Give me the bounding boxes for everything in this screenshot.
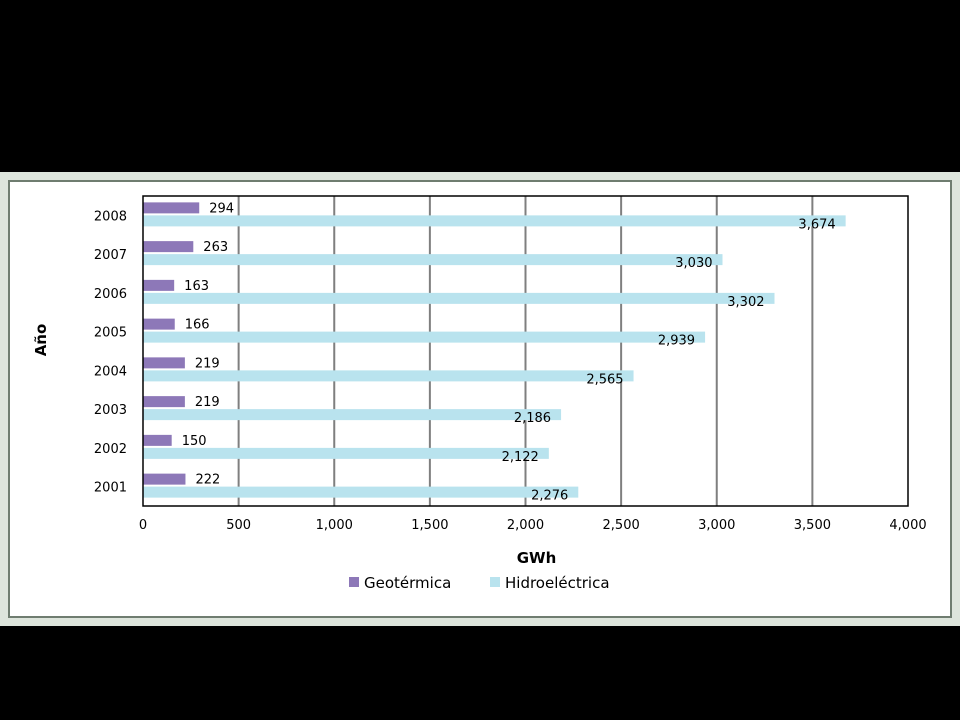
y-tick-label: 2008 [94,209,127,224]
data-labels: 222 2,276 150 2,122 219 2,186 219 2,565 166 2,939… [182,201,836,503]
bars [143,202,846,498]
legend-swatch [490,577,500,587]
bar-geotermica [143,202,200,214]
y-tick-label: 2006 [94,287,127,302]
bar-hidroelectrica [143,486,579,498]
data-label-hidroelectrica: 2,565 [586,372,623,387]
bar-geotermica [143,434,172,446]
bar-hidroelectrica [143,370,634,382]
data-label-hidroelectrica: 2,122 [502,450,539,465]
data-label-hidroelectrica: 2,276 [531,489,568,504]
data-label-geotermica: 219 [195,356,220,371]
bar-geotermica [143,396,185,408]
bar-hidroelectrica [143,331,706,343]
bar-geotermica [143,279,175,291]
bar-geotermica [143,241,194,253]
x-tick-label: 4,000 [889,518,926,533]
data-label-geotermica: 163 [184,279,209,294]
data-label-hidroelectrica: 2,186 [514,411,551,426]
data-label-hidroelectrica: 3,302 [727,295,764,310]
legend: Geotérmica Hidroeléctrica [349,574,610,592]
data-label-hidroelectrica: 2,939 [658,334,695,349]
bar-geotermica [143,357,185,369]
legend-label: Geotérmica [364,574,451,592]
y-axis-title: Año [32,324,50,357]
data-label-hidroelectrica: 3,030 [675,256,712,271]
y-tick-label: 2007 [94,248,127,263]
bar-hidroelectrica [143,447,549,459]
bar-geotermica [143,473,186,485]
legend-swatch [349,577,359,587]
x-axis-title: GWh [517,549,557,567]
y-tick-label: 2004 [94,364,127,379]
bar-chart: 2001 2002 2003 2004 2005 2006 2007 2008 0 500 1,0… [32,195,927,592]
x-tick-label: 500 [226,518,251,533]
y-tick-label: 2001 [94,481,127,496]
x-tick-label: 3,500 [794,518,831,533]
y-tick-label: 2003 [94,403,127,418]
x-tick-label: 1,500 [411,518,448,533]
bar-hidroelectrica [143,292,775,304]
y-tick-labels: 2001 2002 2003 2004 2005 2006 2007 2008 [94,209,127,495]
y-tick-label: 2002 [94,442,127,457]
x-tick-label: 0 [139,518,147,533]
x-tick-label: 1,000 [316,518,353,533]
bar-hidroelectrica [143,254,723,266]
data-label-geotermica: 263 [203,240,228,255]
bar-hidroelectrica [143,409,562,421]
bar-hidroelectrica [143,215,846,227]
data-label-geotermica: 150 [182,434,207,449]
bar-geotermica [143,318,175,330]
y-tick-label: 2005 [94,326,127,341]
x-tick-label: 2,500 [603,518,640,533]
data-label-geotermica: 166 [185,318,210,333]
data-label-hidroelectrica: 3,674 [798,217,835,232]
data-label-geotermica: 222 [195,473,220,488]
data-label-geotermica: 219 [195,395,220,410]
plot-area-border [142,195,909,507]
x-tick-label: 3,000 [698,518,735,533]
data-label-geotermica: 294 [209,201,234,216]
chart-panel [0,172,960,626]
x-tick-label: 2,000 [507,518,544,533]
x-tick-labels: 0 500 1,000 1,500 2,000 2,500 3,000 3,500 4,000 [139,518,927,533]
legend-label: Hidroeléctrica [505,574,610,592]
